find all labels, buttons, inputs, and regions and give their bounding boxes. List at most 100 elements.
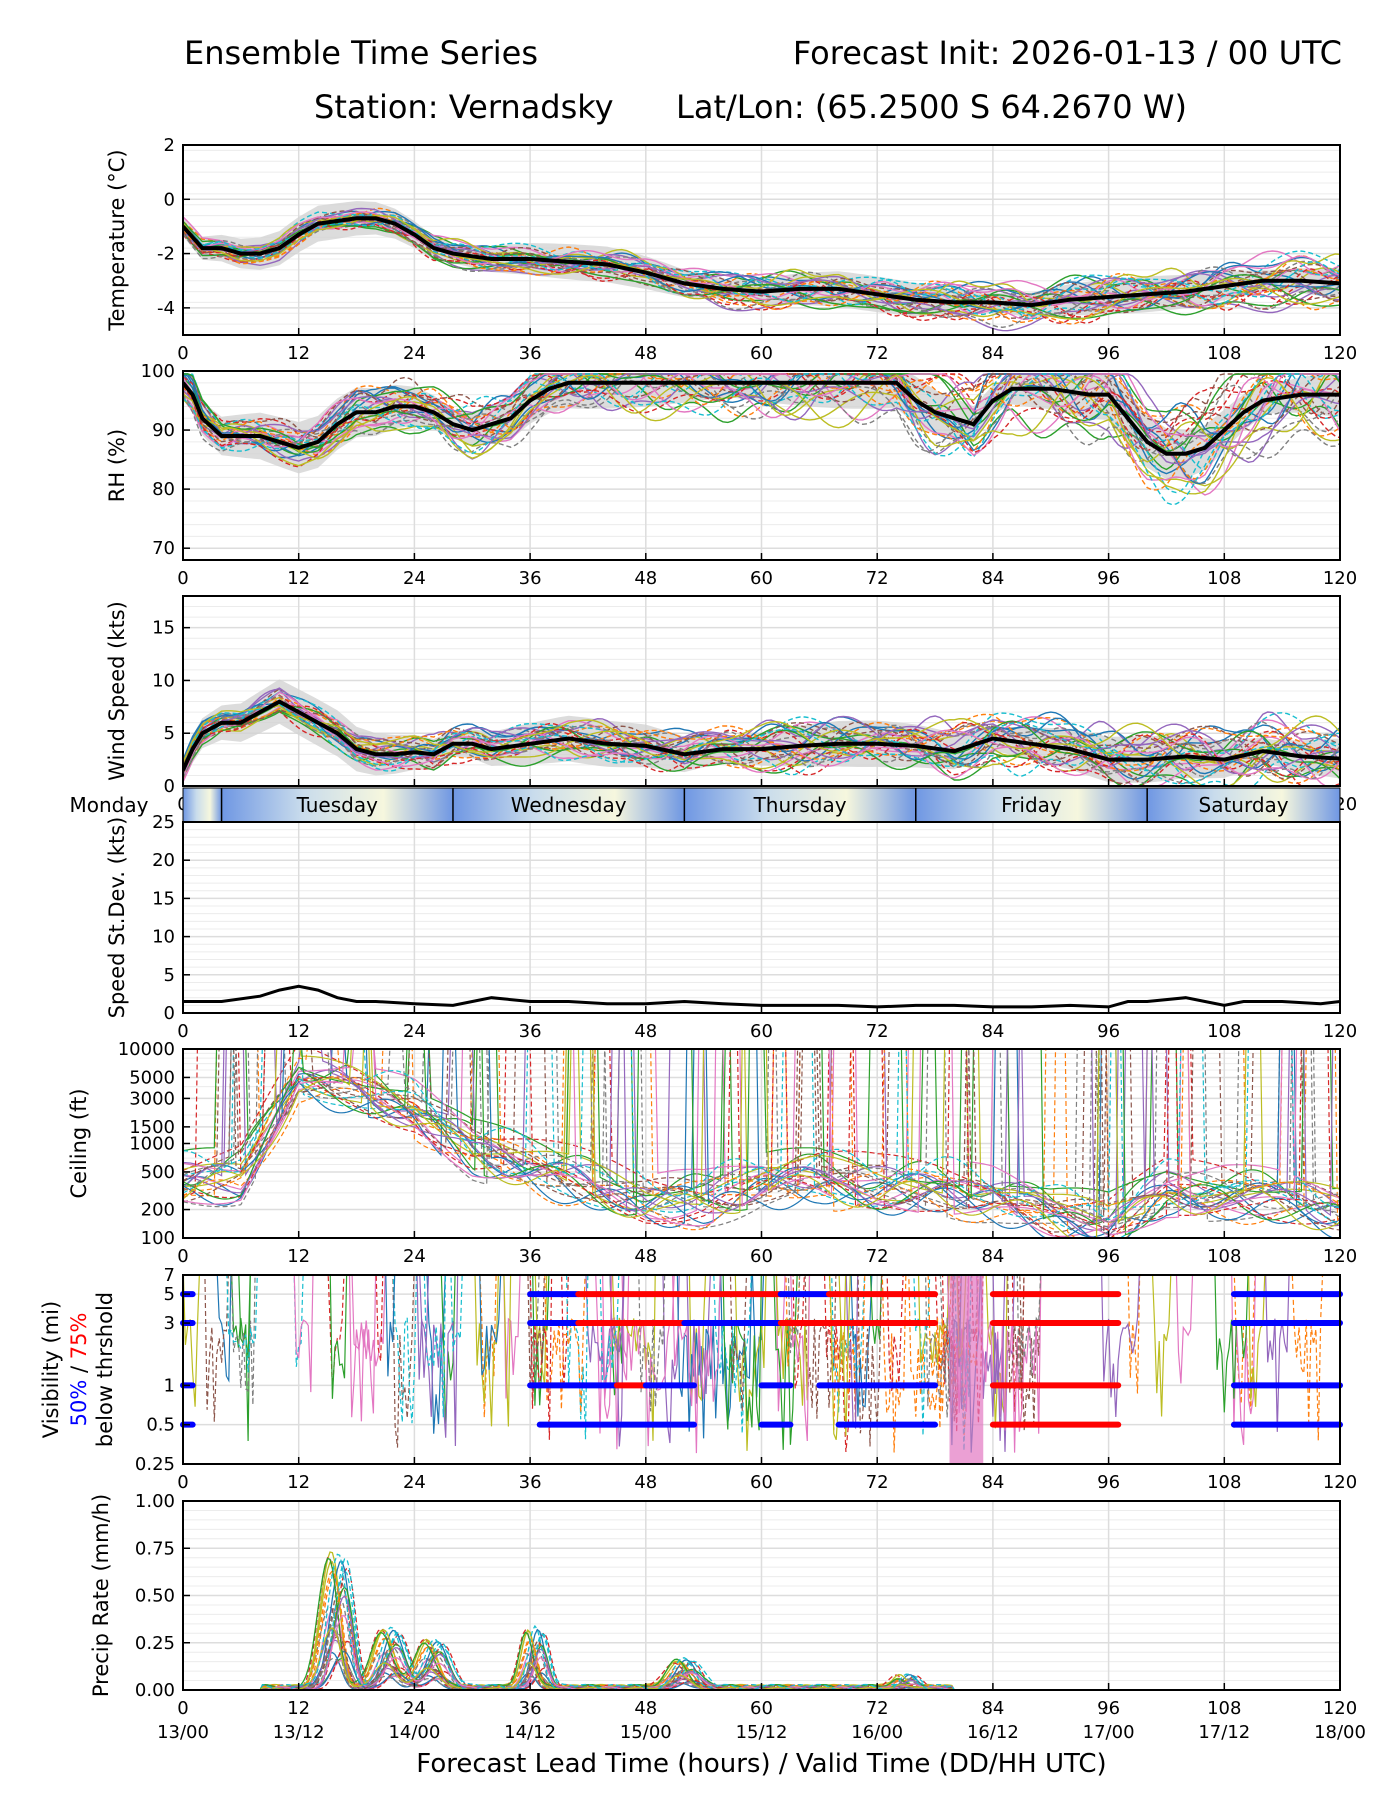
visibility-x-tick-label: 12 xyxy=(287,1472,310,1493)
ceiling-x-tick-label: 60 xyxy=(750,1246,773,1267)
wind-y-tick-label: 10 xyxy=(152,670,175,691)
ceiling-member-line xyxy=(183,1049,1340,1233)
ceiling-y-tick-label: 5000 xyxy=(129,1067,175,1088)
temperature-member-line xyxy=(183,211,1340,311)
precip-x-tick-label: 12 xyxy=(287,1698,310,1719)
visibility-x-tick-label: 84 xyxy=(981,1472,1004,1493)
speed-stdev-x-tick-label: 108 xyxy=(1207,1021,1241,1042)
speed-stdev-x-tick-label: 0 xyxy=(177,1021,188,1042)
ceiling-x-tick-label: 0 xyxy=(177,1246,188,1267)
temperature-ensemble-mean xyxy=(183,216,1340,308)
visibility-x-tick-label: 108 xyxy=(1207,1472,1241,1493)
precip-x-date-label: 15/00 xyxy=(620,1722,672,1743)
wind-y-tick-label: 5 xyxy=(164,723,175,744)
ceiling-x-tick-label: 108 xyxy=(1207,1246,1241,1267)
rh-member-line xyxy=(183,373,1340,463)
wind-member-line xyxy=(183,709,1340,785)
speed-stdev-x-tick-label: 60 xyxy=(750,1021,773,1042)
ceiling-member-line xyxy=(183,1049,1334,1224)
rh-x-tick-label: 108 xyxy=(1207,568,1241,589)
wind-member-line xyxy=(183,704,1340,764)
speed-stdev-x-tick-label: 36 xyxy=(519,1021,542,1042)
day-label-thursday: Thursday xyxy=(753,793,847,817)
visibility-y-tick-label: 0.25 xyxy=(135,1454,175,1475)
temperature-y-tick-label: 2 xyxy=(164,135,175,156)
temperature-x-tick-label: 0 xyxy=(177,343,188,364)
temperature-member-line xyxy=(183,223,1340,318)
speed-stdev-x-tick-label: 72 xyxy=(866,1021,889,1042)
visibility-below-label: below thrshold xyxy=(93,1292,117,1447)
rh-member-line xyxy=(183,373,1340,481)
ceiling-member-line xyxy=(183,1049,1340,1238)
panel-rh xyxy=(182,370,1341,561)
precip-y-tick-label: 0.75 xyxy=(135,1538,175,1559)
panel-wind xyxy=(182,595,1341,787)
visibility-x-tick-label: 60 xyxy=(750,1472,773,1493)
ceiling-x-tick-label: 120 xyxy=(1323,1246,1357,1267)
day-cell-friday xyxy=(915,788,1148,822)
precip-x-tick-label: 72 xyxy=(866,1698,889,1719)
wind-member-line xyxy=(183,702,1340,777)
wind-y-tick-label: 0 xyxy=(164,776,175,797)
ceiling-x-tick-label: 96 xyxy=(1097,1246,1120,1267)
precip-x-date-label: 17/00 xyxy=(1083,1722,1135,1743)
wind-member-line xyxy=(183,691,1340,780)
ceiling-member-line xyxy=(183,1049,1298,1236)
day-cell-monday xyxy=(183,788,222,822)
precip-x-tick-label: 108 xyxy=(1207,1698,1241,1719)
visibility-x-tick-label: 24 xyxy=(403,1472,426,1493)
rh-member-line xyxy=(183,373,1340,448)
ceiling-x-tick-label: 24 xyxy=(403,1246,426,1267)
speed-stdev-line xyxy=(183,984,1341,1009)
ceiling-y-label: Ceiling (ft) xyxy=(67,1088,91,1198)
temperature-y-label: Temperature (°C) xyxy=(105,149,129,331)
temperature-x-tick-label: 24 xyxy=(403,343,426,364)
temperature-y-tick-label: 0 xyxy=(164,189,175,210)
speed-stdev-x-tick-label: 84 xyxy=(981,1021,1004,1042)
day-bar: Monday Tuesday Wednesday Thursday Friday Satu… xyxy=(70,787,1341,823)
speed-stdev-y-tick-label: 25 xyxy=(152,812,175,833)
precip-x-date-label: 13/12 xyxy=(273,1722,325,1743)
precip-x-tick-label: 96 xyxy=(1097,1698,1120,1719)
temperature-x-tick-label: 36 xyxy=(519,343,542,364)
rh-y-tick-label: 80 xyxy=(152,479,175,500)
visibility-y-tick-label: 7 xyxy=(164,1265,175,1286)
visibility-x-tick-label: 0 xyxy=(177,1472,188,1493)
day-cell-saturday xyxy=(1147,788,1340,822)
rh-ensemble-mean xyxy=(183,380,1340,456)
precip-x-tick-label: 120 xyxy=(1323,1698,1357,1719)
temperature-x-tick-label: 60 xyxy=(750,343,773,364)
visibility-y-tick-label: 3 xyxy=(164,1313,175,1334)
temperature-x-tick-label: 96 xyxy=(1097,343,1120,364)
panel-precip xyxy=(182,1500,1341,1691)
speed-stdev-x-tick-label: 96 xyxy=(1097,1021,1120,1042)
ceiling-y-tick-label: 1000 xyxy=(129,1134,175,1155)
wind-member-line xyxy=(183,699,1340,774)
ceiling-x-tick-label: 84 xyxy=(981,1246,1004,1267)
ceiling-x-tick-label: 12 xyxy=(287,1246,310,1267)
precip-x-date-label: 16/12 xyxy=(967,1722,1019,1743)
ceiling-y-tick-label: 100 xyxy=(141,1228,175,1249)
wind-member-line xyxy=(183,703,1340,785)
temperature-y-tick-label: -4 xyxy=(157,298,175,319)
visibility-y-label: Visibility (mi) xyxy=(39,1301,63,1438)
precip-x-date-label: 14/12 xyxy=(504,1722,556,1743)
legend-sep: / xyxy=(67,1359,91,1379)
ceiling-y-tick-label: 500 xyxy=(141,1162,175,1183)
ceiling-member-line xyxy=(183,1049,1340,1232)
temperature-x-tick-label: 72 xyxy=(866,343,889,364)
precip-y-tick-label: 0.50 xyxy=(135,1586,175,1607)
precip-x-date-label: 15/12 xyxy=(736,1722,788,1743)
precip-x-tick-label: 84 xyxy=(981,1698,1004,1719)
wind-member-line xyxy=(183,699,1340,786)
wind-ensemble-mean xyxy=(183,699,1340,772)
ceiling-member-line xyxy=(183,1049,1340,1236)
ceiling-x-tick-label: 48 xyxy=(634,1246,657,1267)
temperature-member-line xyxy=(183,207,1340,316)
rh-member-line xyxy=(183,373,1340,494)
ceiling-member-line xyxy=(183,1049,1340,1238)
precip-member-line xyxy=(183,1657,1340,1690)
ceiling-y-tick-label: 3000 xyxy=(129,1088,175,1109)
precip-y-tick-label: 0.00 xyxy=(135,1680,175,1701)
panel-visibility xyxy=(180,1274,1343,1465)
